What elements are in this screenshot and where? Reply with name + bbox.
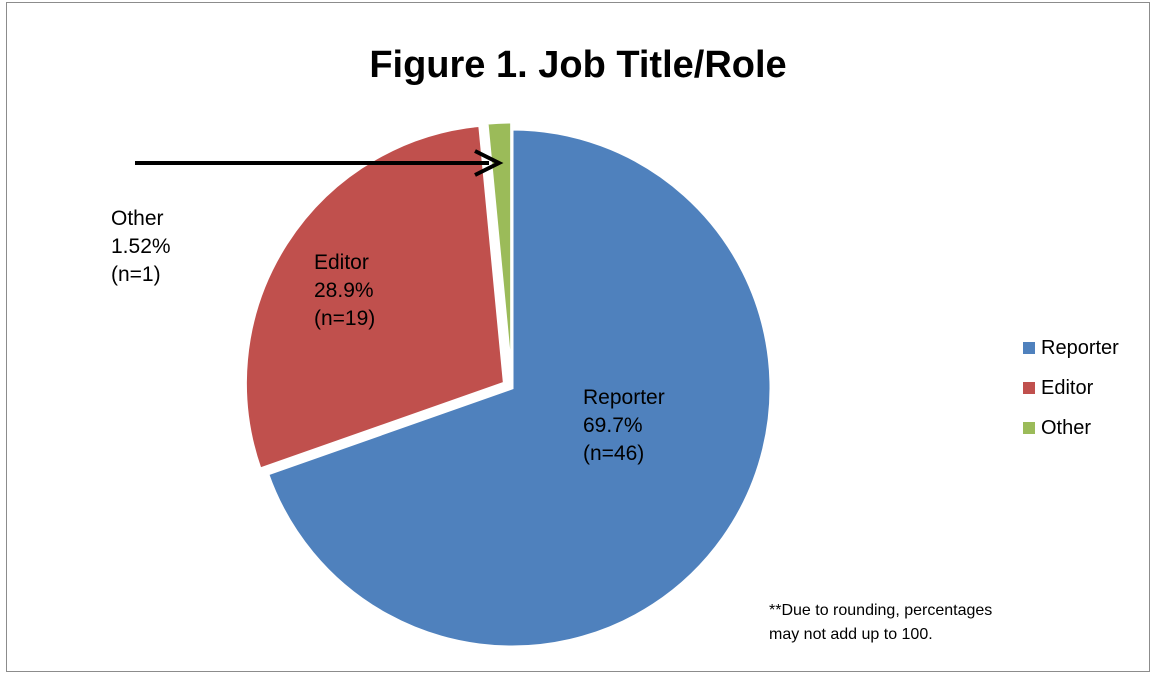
slice-label-line: 69.7%: [583, 414, 643, 437]
pie-slice-reporter: [265, 127, 773, 649]
footnote: **Due to rounding, percentages may not a…: [769, 599, 992, 647]
legend-label: Editor: [1041, 376, 1094, 399]
slice-label-line: (n=1): [111, 263, 161, 286]
legend-label: Reporter: [1041, 336, 1119, 359]
legend-swatch-editor: [1023, 382, 1035, 394]
callout-arrow: [135, 149, 504, 177]
legend-swatch-reporter: [1023, 342, 1035, 354]
legend-item-reporter: Reporter: [1023, 328, 1119, 368]
legend-item-editor: Editor: [1023, 368, 1119, 408]
chart-title: Figure 1. Job Title/Role: [369, 44, 787, 86]
pie-chart: [135, 120, 773, 649]
legend-item-other: Other: [1023, 408, 1119, 448]
pie-slice-editor: [243, 123, 507, 472]
slice-label-reporter: Reporter 69.7% (n=46): [583, 384, 665, 468]
slice-label-editor: Editor 28.9% (n=19): [314, 249, 375, 333]
slice-label-line: (n=19): [314, 307, 376, 330]
slice-label-line: Other: [111, 207, 164, 230]
slice-label-line: (n=46): [583, 442, 645, 465]
legend-label: Other: [1041, 416, 1092, 439]
legend-swatch-other: [1023, 422, 1035, 434]
footnote-line: may not add up to 100.: [769, 626, 933, 643]
slice-label-line: Editor: [314, 251, 369, 274]
pie-slice-other: [485, 120, 514, 382]
chart-area: Figure 1. Job Title/Role Reporter 69.7% …: [6, 2, 1150, 672]
footnote-line: **Due to rounding, percentages: [769, 602, 993, 619]
slice-label-line: 1.52%: [111, 235, 171, 258]
slice-label-line: Reporter: [583, 386, 665, 409]
slice-label-other: Other 1.52% (n=1): [111, 205, 171, 289]
legend: Reporter Editor Other: [1023, 328, 1119, 448]
slice-label-line: 28.9%: [314, 279, 374, 302]
